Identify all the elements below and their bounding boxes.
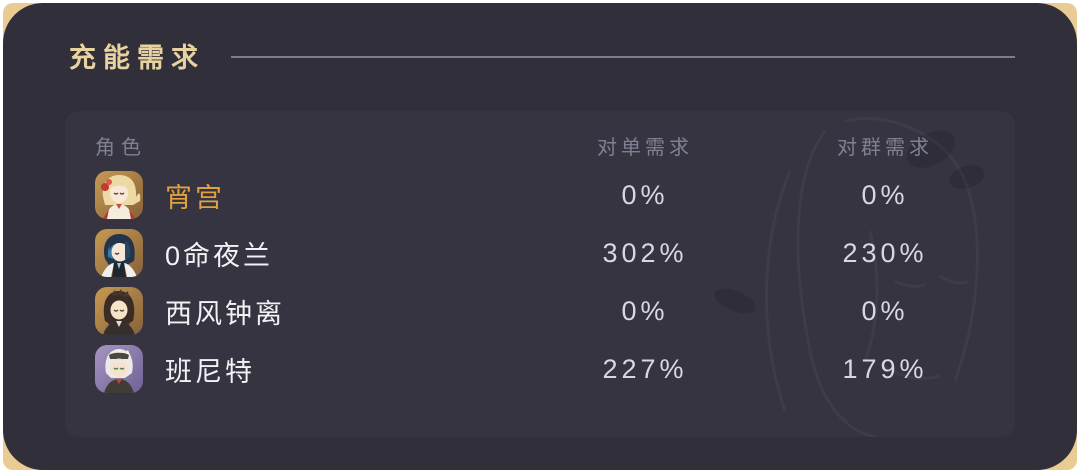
character-cell: 班尼特 [95,345,525,393]
character-name: 0命夜兰 [165,240,274,271]
single-target-value: 302% [602,237,688,268]
single-target-value: 0% [621,179,669,210]
card-body: 充能需求 [3,3,1077,470]
character-name: 宵宫 [165,182,225,213]
character-name: 西风钟离 [165,298,285,329]
card-header: 充能需求 [69,36,1015,75]
group-value: 0% [861,295,909,326]
group-value: 179% [842,353,928,384]
group-value: 0% [861,179,909,210]
single-target-value: 0% [621,295,669,326]
avatar-bennett [95,345,143,393]
character-cell: 0命夜兰 [95,229,525,277]
card-title: 充能需求 [69,43,205,73]
table-row: 0命夜兰 302% 230% [65,224,1015,282]
character-name: 班尼特 [165,356,255,387]
avatar-yelan [95,229,143,277]
group-value: 230% [842,237,928,268]
title-divider-line [231,55,1015,58]
column-header-single-target: 对单需求 [597,137,693,159]
column-header-group: 对群需求 [837,137,933,159]
table-body: 宵宫 0% 0% [65,166,1015,398]
table-row: 西风钟离 0% 0% [65,282,1015,340]
character-cell: 西风钟离 [95,287,525,335]
single-target-value: 227% [602,353,688,384]
table-row: 宵宫 0% 0% [65,166,1015,224]
avatar-zhongli [95,287,143,335]
character-cell: 宵宫 [95,171,525,219]
requirements-table-panel: 角色 对单需求 对群需求 [65,111,1015,437]
avatar-yoimiya [95,171,143,219]
table-row: 班尼特 227% 179% [65,340,1015,398]
column-header-character: 角色 [95,137,147,159]
table-header-row: 角色 对单需求 对群需求 [65,111,1015,166]
